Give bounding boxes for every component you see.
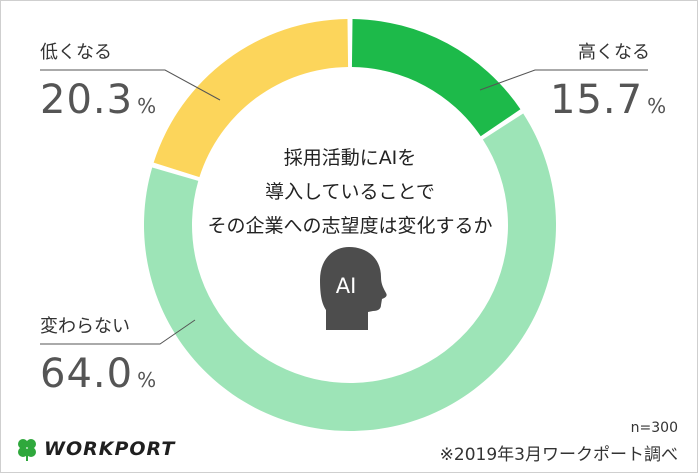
slice-value-number: 20.3 <box>40 77 134 123</box>
leader-line-hikuku <box>40 69 221 101</box>
chart-title-line-3: その企業への志望度は変化するか <box>207 215 493 237</box>
leader-line-kawaranai <box>40 319 196 345</box>
slice-value-unit: % <box>647 94 668 118</box>
donut-slice-hikuku <box>153 19 349 178</box>
slice-value-unit: % <box>137 368 158 392</box>
donut-slice-takaku <box>351 19 521 137</box>
slice-value-kawaranai: 64.0% <box>40 354 157 394</box>
slice-value-number: 64.0 <box>40 351 134 397</box>
chart-title-line-1: 採用活動にAIを <box>283 147 417 169</box>
slice-value-number: 15.7 <box>550 77 644 123</box>
slice-label-takaku: 高くなる <box>578 42 650 63</box>
ai-icon-text: AI <box>336 274 357 298</box>
chart-title-line-2: 導入していることで <box>265 181 435 203</box>
logo-text: WORKPORT <box>44 438 176 460</box>
source-note: ※2019年3月ワークポート調べ <box>439 445 678 465</box>
ai-head-icon: AI <box>320 247 387 330</box>
slice-label-hikuku: 低くなる <box>40 42 112 63</box>
sample-size-note: n=300 <box>630 420 678 436</box>
workport-logo: WORKPORT <box>14 436 175 462</box>
slice-label-kawaranai: 変わらない <box>40 316 130 337</box>
leader-line-takaku <box>479 69 648 91</box>
slice-value-takaku: 15.7% <box>550 80 667 120</box>
slice-value-unit: % <box>137 94 158 118</box>
slice-value-hikuku: 20.3% <box>40 80 157 120</box>
clover-icon <box>18 439 36 461</box>
donut-slice-kawaranai <box>144 113 557 431</box>
